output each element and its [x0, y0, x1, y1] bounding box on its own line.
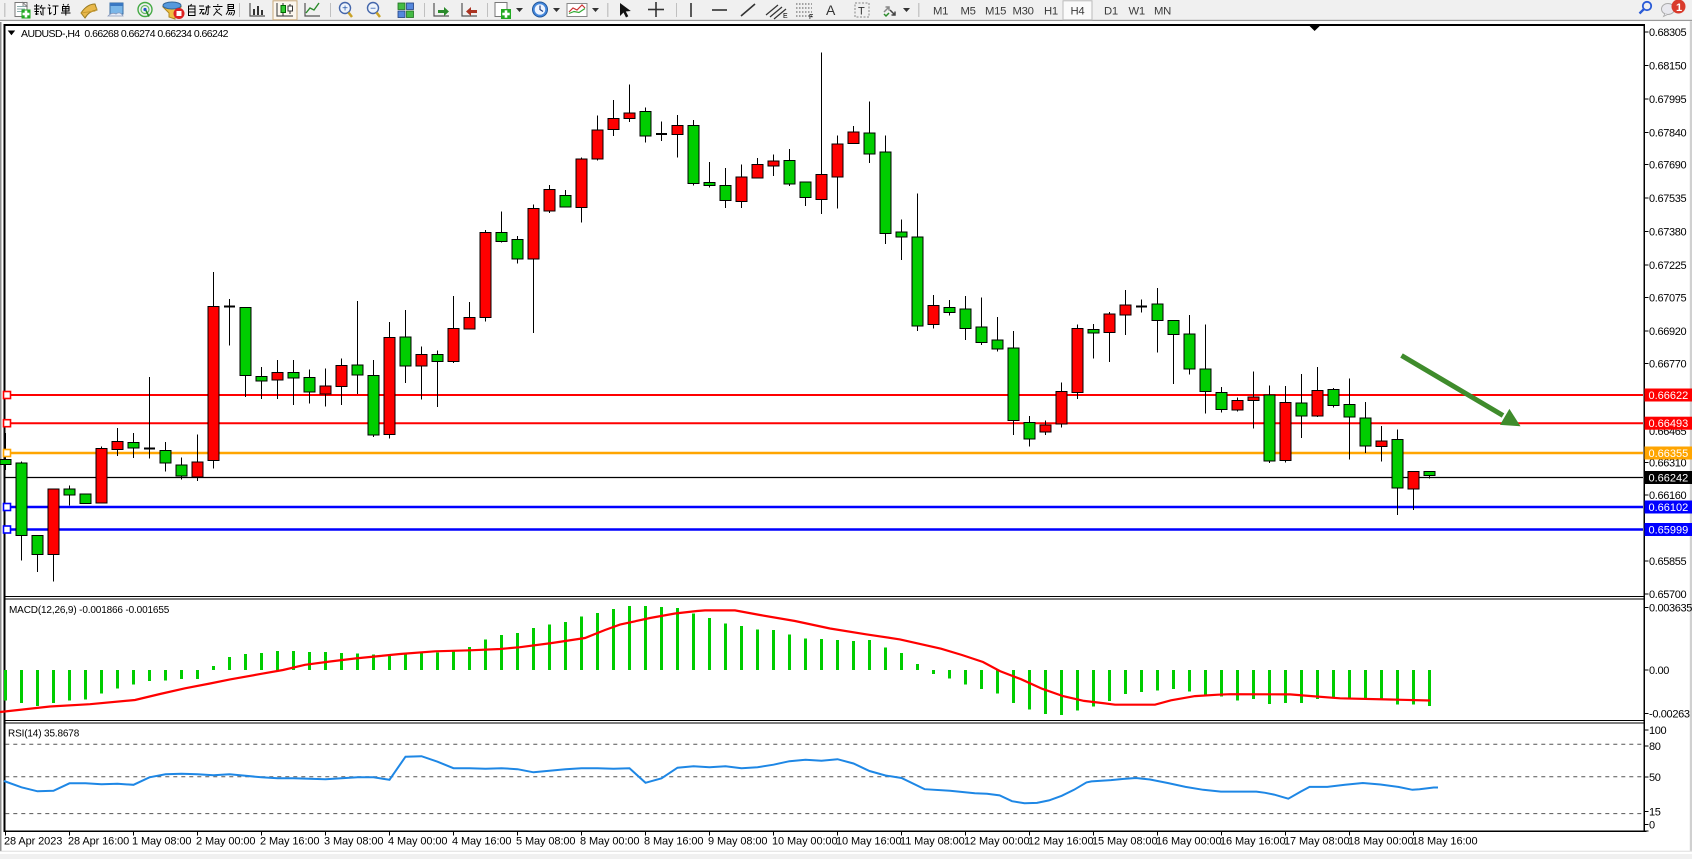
svg-text:9 May 08:00: 9 May 08:00: [708, 836, 767, 848]
svg-text:0.66493: 0.66493: [1649, 418, 1689, 430]
svg-text:0.67380: 0.67380: [1649, 227, 1687, 239]
svg-text:M30: M30: [1013, 6, 1034, 18]
svg-text:0.67075: 0.67075: [1649, 292, 1687, 304]
svg-text:17 May 08:00: 17 May 08:00: [1284, 836, 1349, 848]
svg-text:8 May 00:00: 8 May 00:00: [580, 836, 639, 848]
svg-text:A: A: [826, 2, 836, 18]
svg-text:F: F: [809, 14, 813, 21]
svg-text:18 May 16:00: 18 May 16:00: [1412, 836, 1477, 848]
svg-text:1: 1: [1676, 2, 1682, 14]
svg-text:MN: MN: [1154, 6, 1171, 18]
svg-text:2 May 00:00: 2 May 00:00: [196, 836, 255, 848]
svg-text:0.66102: 0.66102: [1649, 502, 1689, 514]
svg-text:4 May 16:00: 4 May 16:00: [452, 836, 511, 848]
svg-text:MACD(12,26,9) -0.001866 -0.001: MACD(12,26,9) -0.001866 -0.001655: [9, 605, 170, 616]
svg-text:16 May 00:00: 16 May 00:00: [1156, 836, 1221, 848]
svg-text:0.67225: 0.67225: [1649, 260, 1687, 272]
svg-text:H1: H1: [1044, 6, 1058, 18]
svg-text:12 May 00:00: 12 May 00:00: [964, 836, 1029, 848]
svg-text:0.68150: 0.68150: [1649, 61, 1687, 73]
svg-text:28 Apr 2023: 28 Apr 2023: [4, 836, 62, 848]
svg-text:0.65999: 0.65999: [1649, 525, 1689, 537]
svg-text:0.66242: 0.66242: [1649, 473, 1689, 485]
svg-text:-0.00263: -0.00263: [1649, 708, 1690, 720]
svg-text:15 May 08:00: 15 May 08:00: [1092, 836, 1157, 848]
svg-text:T: T: [858, 6, 865, 18]
svg-text:5 May 08:00: 5 May 08:00: [516, 836, 575, 848]
svg-text:3 May 08:00: 3 May 08:00: [324, 836, 383, 848]
svg-text:0.67840: 0.67840: [1649, 127, 1687, 139]
svg-text:0: 0: [1649, 819, 1655, 831]
svg-text:RSI(14) 35.8678: RSI(14) 35.8678: [8, 729, 80, 740]
svg-text:M1: M1: [933, 6, 948, 18]
svg-text:100: 100: [1649, 725, 1667, 737]
svg-text:0.65855: 0.65855: [1649, 556, 1687, 568]
svg-text:0.00: 0.00: [1649, 665, 1669, 677]
svg-text:15: 15: [1649, 807, 1661, 819]
svg-text:2 May 16:00: 2 May 16:00: [260, 836, 319, 848]
svg-text:D1: D1: [1104, 6, 1118, 18]
svg-text:E: E: [783, 13, 788, 20]
svg-text:W1: W1: [1129, 6, 1145, 18]
svg-text:12 May 16:00: 12 May 16:00: [1028, 836, 1093, 848]
svg-text:80: 80: [1649, 741, 1661, 753]
svg-text:4 May 00:00: 4 May 00:00: [388, 836, 447, 848]
svg-text:AUDUSD-,H4 0.66268 0.66274 0.: AUDUSD-,H4 0.66268 0.66274 0.66234 0.662…: [21, 28, 229, 40]
svg-text:0.67995: 0.67995: [1649, 94, 1687, 106]
svg-text:0.67535: 0.67535: [1649, 193, 1687, 205]
svg-text:18 May 00:00: 18 May 00:00: [1348, 836, 1413, 848]
svg-text:28 Apr 16:00: 28 Apr 16:00: [68, 836, 129, 848]
svg-text:10 May 16:00: 10 May 16:00: [836, 836, 901, 848]
svg-text:M5: M5: [961, 6, 976, 18]
svg-text:0.67690: 0.67690: [1649, 160, 1687, 172]
svg-text:11 May 08:00: 11 May 08:00: [900, 836, 965, 848]
svg-text:0.66622: 0.66622: [1649, 390, 1689, 402]
svg-text:0.003635: 0.003635: [1649, 603, 1692, 615]
svg-text:−: −: [370, 4, 376, 15]
svg-text:16 May 16:00: 16 May 16:00: [1220, 836, 1285, 848]
svg-text:0.66920: 0.66920: [1649, 326, 1687, 338]
svg-text:0.66160: 0.66160: [1649, 490, 1687, 502]
svg-text:0.68305: 0.68305: [1649, 27, 1687, 39]
svg-text:8 May 16:00: 8 May 16:00: [644, 836, 703, 848]
svg-text:+: +: [342, 4, 348, 15]
svg-text:10 May 00:00: 10 May 00:00: [772, 836, 837, 848]
svg-text:M15: M15: [985, 6, 1006, 18]
svg-text:H4: H4: [1071, 6, 1085, 18]
svg-text:50: 50: [1649, 772, 1661, 784]
svg-text:0.66770: 0.66770: [1649, 358, 1687, 370]
svg-text:1 May 08:00: 1 May 08:00: [132, 836, 191, 848]
svg-text:0.65700: 0.65700: [1649, 589, 1687, 601]
svg-text:0.66355: 0.66355: [1649, 448, 1689, 460]
